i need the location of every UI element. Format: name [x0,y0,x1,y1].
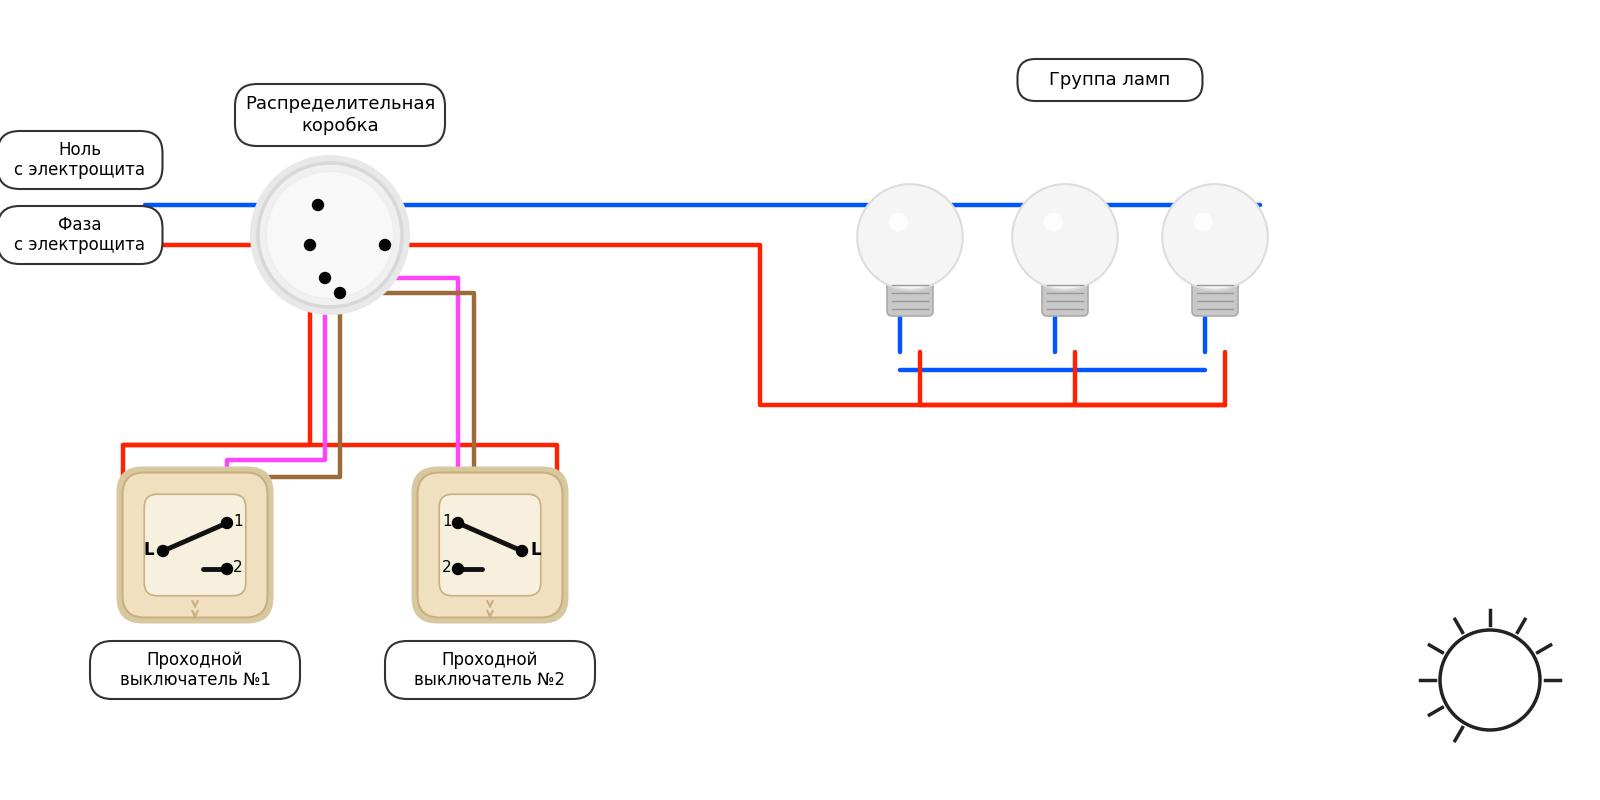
FancyBboxPatch shape [418,473,563,618]
FancyBboxPatch shape [411,466,568,623]
FancyBboxPatch shape [886,264,933,316]
Circle shape [258,163,402,307]
Text: 1: 1 [234,514,243,529]
Circle shape [269,173,392,297]
FancyBboxPatch shape [1192,264,1238,316]
FancyBboxPatch shape [1042,264,1088,316]
Text: L: L [531,541,541,559]
Circle shape [1162,184,1267,290]
FancyBboxPatch shape [1042,265,1090,277]
Circle shape [157,546,168,557]
Circle shape [453,563,464,574]
Text: L: L [144,541,154,559]
Circle shape [253,158,406,312]
FancyBboxPatch shape [0,131,163,189]
Circle shape [453,564,462,574]
FancyBboxPatch shape [144,494,246,596]
Text: 2: 2 [234,559,243,574]
Circle shape [334,287,346,298]
Circle shape [266,171,394,299]
Circle shape [222,518,232,528]
Circle shape [453,518,464,529]
Circle shape [379,239,390,250]
Circle shape [1194,213,1213,232]
Text: Ноль
с электрощита: Ноль с электрощита [14,141,146,179]
Circle shape [258,163,402,307]
FancyBboxPatch shape [1018,59,1203,101]
Text: 2: 2 [442,559,451,574]
Circle shape [222,564,232,574]
Text: Проходной
выключатель №2: Проходной выключатель №2 [414,650,565,690]
Circle shape [1043,213,1062,232]
Circle shape [221,518,232,529]
FancyBboxPatch shape [386,641,595,699]
Text: Фаза
с электрощита: Фаза с электрощита [14,215,146,254]
FancyBboxPatch shape [0,206,163,264]
Circle shape [158,546,168,556]
Text: Проходной
выключатель №1: Проходной выключатель №1 [120,650,270,690]
FancyBboxPatch shape [90,641,301,699]
Circle shape [453,518,462,528]
FancyBboxPatch shape [1190,265,1238,277]
Circle shape [320,273,331,283]
Circle shape [858,184,963,290]
Circle shape [517,546,528,557]
FancyBboxPatch shape [117,466,274,623]
Circle shape [517,546,526,556]
Circle shape [1013,184,1118,290]
Circle shape [304,239,315,250]
FancyBboxPatch shape [886,265,934,277]
Circle shape [250,155,410,315]
Circle shape [312,199,323,210]
Text: Распределительная
коробка: Распределительная коробка [245,95,435,134]
FancyBboxPatch shape [440,494,541,596]
Text: Группа ламп: Группа ламп [1050,71,1171,89]
Text: 1: 1 [442,514,451,529]
FancyBboxPatch shape [235,84,445,146]
FancyBboxPatch shape [123,473,267,618]
Circle shape [221,563,232,574]
Circle shape [890,213,907,232]
